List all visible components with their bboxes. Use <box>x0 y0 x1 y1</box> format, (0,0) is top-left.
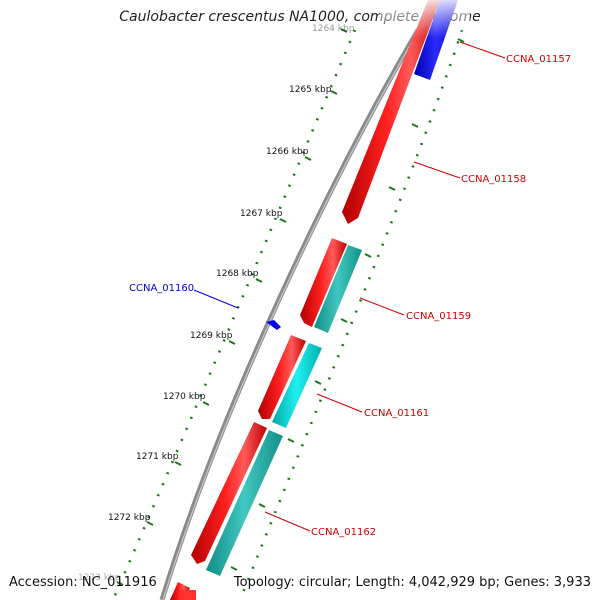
gene-arrow-ccna-01159[interactable] <box>314 245 362 333</box>
tick-label: 1266 kbp <box>266 147 309 157</box>
tick-mark <box>146 521 154 526</box>
tick-label: 1271 kbp <box>136 452 179 462</box>
gene-arrow-ccna-01160[interactable] <box>266 320 281 330</box>
inner-tick-mark <box>230 566 238 571</box>
tick-label: 1273 kbp <box>78 573 121 583</box>
gene-label-ccna-01160[interactable]: CCNA_01160 <box>129 283 194 294</box>
tick-label: 1272 kbp <box>108 513 151 523</box>
gene-leader-ccna-01160 <box>193 289 239 309</box>
tick-mark <box>255 278 263 283</box>
inner-tick-mark <box>287 438 295 443</box>
tick-label: 1269 kbp <box>190 331 233 341</box>
tick-labels: 1264 kbp 1265 kbp 1266 kbp 1267 kbp 1268 kbp… <box>78 24 465 586</box>
gene-label-ccna-01161[interactable]: CCNA_01161 <box>364 408 429 419</box>
top-fade <box>380 0 470 38</box>
inner-tick-mark <box>364 253 372 258</box>
gene-arrow-ccna-01161[interactable] <box>258 335 306 419</box>
gene-arrow-ccna-01162[interactable] <box>206 430 283 576</box>
gene-labels: CCNA_01157 CCNA_01158 CCNA_01159 CCNA_01160… <box>129 54 571 538</box>
accession-text: Accession: NC_011916 <box>9 575 157 590</box>
tick-mark <box>228 340 236 345</box>
tick-label: 1270 kbp <box>163 392 206 402</box>
tick-mark <box>330 90 338 95</box>
inner-tick-mark <box>411 123 419 128</box>
genome-backbone-highlight <box>162 29 420 600</box>
gene-label-ccna-01157[interactable]: CCNA_01157 <box>506 54 571 65</box>
gene-label-ccna-01162[interactable]: CCNA_01162 <box>311 527 376 538</box>
gene-label-ccna-01159[interactable]: CCNA_01159 <box>406 311 471 322</box>
gene-arrow-ccna-01157[interactable] <box>342 0 440 224</box>
topology-summary: Topology: circular; Length: 4,042,929 bp… <box>233 575 591 590</box>
tick-mark <box>116 581 124 586</box>
inner-tick-mark <box>340 318 348 323</box>
gene-arrow-ccna-01161-reverse[interactable] <box>272 343 322 428</box>
gene-leaders <box>264 41 506 532</box>
bottom-strip <box>180 590 196 600</box>
inner-tick-mark <box>258 503 266 508</box>
gene-arrow-ccna-01158[interactable] <box>300 238 347 327</box>
tick-mark <box>202 401 210 406</box>
tick-label: 1264 kbp <box>312 24 355 34</box>
gene-label-ccna-01158[interactable]: CCNA_01158 <box>461 174 526 185</box>
gene-arrow-ccna-01163[interactable] <box>191 422 267 564</box>
tick-label: 1268 kbp <box>216 269 259 279</box>
tick-label: 1265 kbp <box>289 85 332 95</box>
tick-mark <box>340 28 348 33</box>
tick-mark <box>174 461 182 466</box>
genome-backbone <box>159 28 421 600</box>
inner-tick-mark <box>388 186 396 191</box>
tick-mark <box>304 156 312 161</box>
tick-ring-inner <box>238 29 464 600</box>
tick-mark <box>279 218 287 223</box>
inner-tick-mark <box>314 380 322 385</box>
inner-tick-mark <box>457 38 465 43</box>
tick-label: 1267 kbp <box>240 209 283 219</box>
